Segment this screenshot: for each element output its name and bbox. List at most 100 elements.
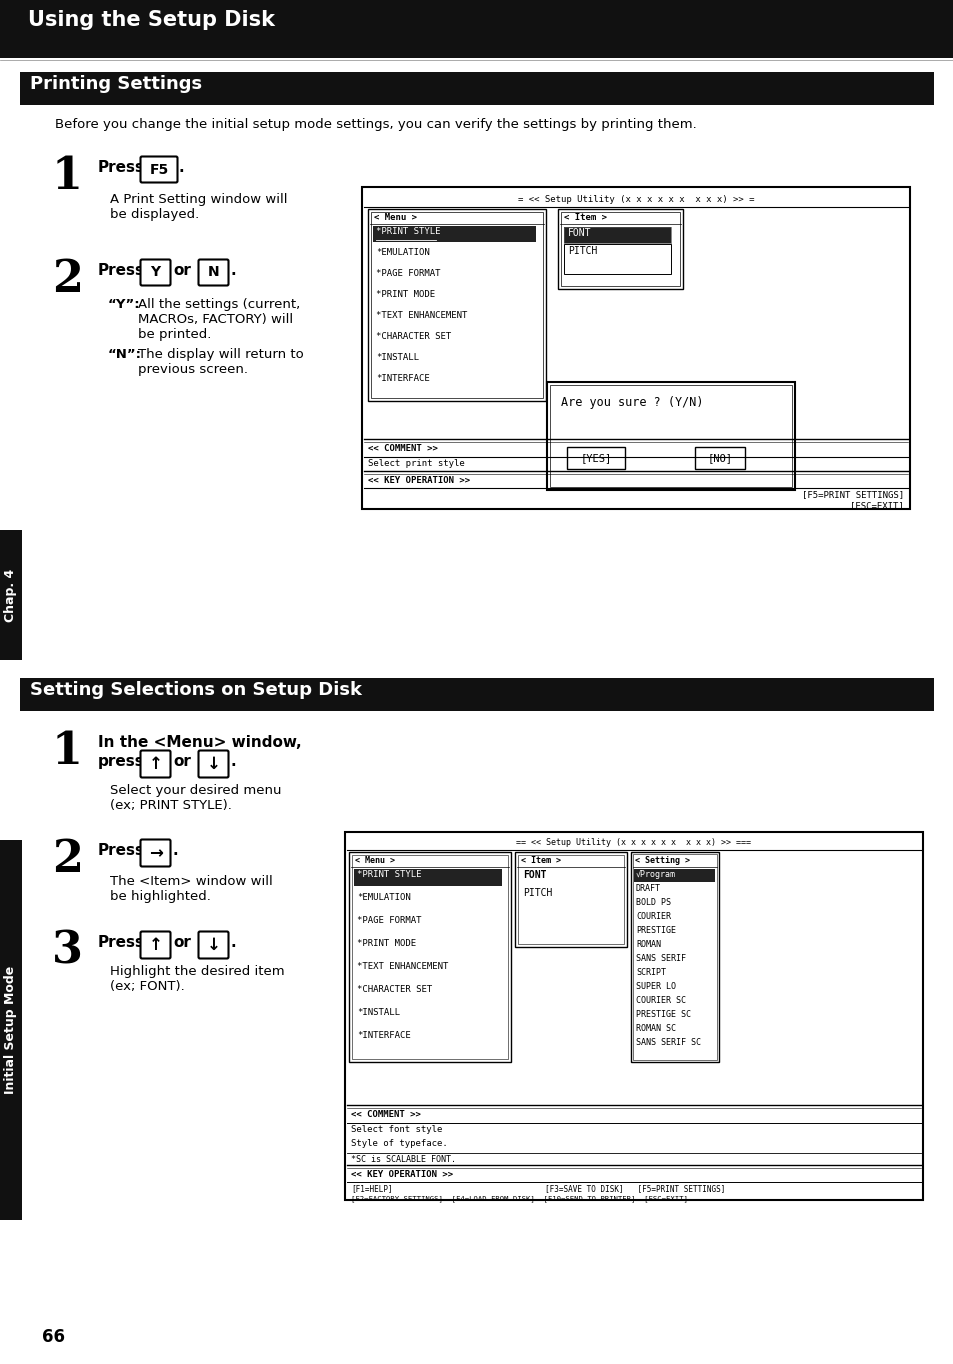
Text: *TEXT ENHANCEMENT: *TEXT ENHANCEMENT	[356, 962, 448, 971]
Text: SUPER LO: SUPER LO	[636, 982, 676, 992]
Text: be printed.: be printed.	[138, 327, 212, 341]
Text: Setting Selections on Setup Disk: Setting Selections on Setup Disk	[30, 681, 361, 698]
Text: Style of typeface.: Style of typeface.	[351, 1139, 447, 1148]
FancyBboxPatch shape	[198, 750, 229, 777]
Text: *PRINT MODE: *PRINT MODE	[356, 938, 416, 948]
Text: DRAFT: DRAFT	[636, 884, 660, 893]
Text: 2: 2	[52, 837, 83, 881]
Bar	[0, 0, 953, 59]
Text: COURIER: COURIER	[636, 913, 670, 921]
Text: << COMMENT >>: << COMMENT >>	[351, 1110, 420, 1118]
Text: .: .	[179, 160, 185, 175]
Text: In the <Menu> window,: In the <Menu> window,	[98, 735, 301, 750]
Bar	[560, 211, 679, 286]
Text: ROMAN SC: ROMAN SC	[636, 1024, 676, 1033]
Text: N: N	[208, 266, 219, 280]
Text: *PRINT MODE: *PRINT MODE	[375, 291, 435, 299]
Bar	[361, 187, 909, 509]
FancyBboxPatch shape	[140, 839, 171, 866]
Text: < Menu >: < Menu >	[355, 857, 395, 865]
Text: Y: Y	[151, 266, 160, 280]
FancyBboxPatch shape	[198, 259, 229, 285]
Text: PRESTIGE SC: PRESTIGE SC	[636, 1009, 690, 1019]
Text: < Item >: < Item >	[520, 857, 560, 865]
Text: .: .	[231, 754, 236, 769]
Bar	[566, 447, 624, 469]
Text: 3: 3	[52, 930, 83, 973]
Bar	[550, 385, 791, 487]
Text: PITCH: PITCH	[522, 888, 552, 898]
Text: < Menu >: < Menu >	[374, 213, 416, 222]
Bar	[0, 840, 22, 1219]
Text: << KEY OPERATION >>: << KEY OPERATION >>	[368, 476, 470, 486]
Text: *CHARACTER SET: *CHARACTER SET	[356, 985, 432, 994]
Text: “Y”:: “Y”:	[108, 297, 140, 311]
Text: *TEXT ENHANCEMENT: *TEXT ENHANCEMENT	[375, 311, 467, 321]
Text: All the settings (current,: All the settings (current,	[138, 297, 300, 311]
Text: .: .	[231, 934, 236, 949]
Text: *PRINT STYLE: *PRINT STYLE	[356, 870, 421, 878]
Bar	[20, 678, 933, 711]
Bar	[20, 72, 933, 105]
Bar	[630, 852, 719, 1063]
Text: The display will return to: The display will return to	[138, 348, 303, 361]
Text: 1: 1	[52, 730, 83, 773]
Text: Press: Press	[98, 263, 145, 278]
Text: √Program: √Program	[636, 870, 676, 878]
Text: *PAGE FORMAT: *PAGE FORMAT	[375, 269, 440, 278]
Text: [F5=PRINT SETTINGS]: [F5=PRINT SETTINGS]	[801, 490, 903, 499]
Text: The <Item> window will
be highlighted.: The <Item> window will be highlighted.	[110, 874, 273, 903]
Text: press: press	[98, 754, 145, 769]
Text: < Item >: < Item >	[563, 213, 606, 222]
Bar	[633, 854, 717, 1060]
Text: FONT: FONT	[522, 870, 546, 880]
Text: << COMMENT >>: << COMMENT >>	[368, 445, 437, 453]
Text: *INSTALL: *INSTALL	[356, 1008, 399, 1018]
Bar	[634, 869, 714, 883]
Text: FONT: FONT	[567, 228, 591, 237]
FancyBboxPatch shape	[140, 157, 177, 183]
Text: BOLD PS: BOLD PS	[636, 898, 670, 907]
Text: F5: F5	[150, 162, 169, 176]
Text: or: or	[172, 754, 191, 769]
Text: or: or	[172, 934, 191, 949]
Bar	[0, 531, 22, 660]
Text: 2: 2	[52, 258, 83, 301]
Text: .: .	[172, 843, 178, 858]
Text: ↓: ↓	[207, 936, 220, 953]
Text: 66: 66	[42, 1329, 65, 1346]
Text: Select print style: Select print style	[368, 460, 464, 468]
Bar	[373, 226, 536, 241]
Bar	[368, 209, 545, 401]
Text: == << Setup Utility (x x x x x x  x x x) >> ===: == << Setup Utility (x x x x x x x x x) …	[516, 837, 751, 847]
Bar	[371, 211, 542, 398]
Text: *INTERFACE: *INTERFACE	[356, 1031, 411, 1039]
Text: Printing Settings: Printing Settings	[30, 75, 202, 93]
Text: ↓: ↓	[207, 756, 220, 773]
Text: COURIER SC: COURIER SC	[636, 996, 685, 1005]
Bar	[515, 852, 626, 947]
Text: Chap. 4: Chap. 4	[5, 569, 17, 622]
Bar	[563, 244, 670, 274]
Text: *SC is SCALABLE FONT.: *SC is SCALABLE FONT.	[351, 1155, 456, 1163]
FancyBboxPatch shape	[140, 259, 171, 285]
Text: [F1=HELP]: [F1=HELP]	[351, 1184, 393, 1194]
Text: previous screen.: previous screen.	[138, 363, 248, 376]
Text: [F3=SAVE TO DISK]   [F5=PRINT SETTINGS]: [F3=SAVE TO DISK] [F5=PRINT SETTINGS]	[544, 1184, 724, 1194]
Text: *INSTALL: *INSTALL	[375, 353, 418, 361]
Bar	[345, 832, 923, 1200]
Bar	[354, 869, 501, 887]
Bar	[695, 447, 744, 469]
Text: Press: Press	[98, 843, 145, 858]
Text: →: →	[149, 844, 162, 862]
Text: [ESC=EXIT]: [ESC=EXIT]	[849, 501, 903, 510]
Text: Before you change the initial setup mode settings, you can verify the settings b: Before you change the initial setup mode…	[55, 119, 696, 131]
Text: MACROs, FACTORY) will: MACROs, FACTORY) will	[138, 312, 293, 326]
Text: [YES]: [YES]	[579, 453, 611, 462]
Text: 1: 1	[52, 155, 83, 198]
Text: Using the Setup Disk: Using the Setup Disk	[28, 10, 274, 30]
Text: Select font style: Select font style	[351, 1125, 442, 1133]
Text: ROMAN: ROMAN	[636, 940, 660, 949]
Text: [F2=FACTORY SETTINGS]  [F4=LOAD FROM DISK]  [F10=SEND TO PRINTER]  [ESC=EXIT]: [F2=FACTORY SETTINGS] [F4=LOAD FROM DISK…	[351, 1195, 687, 1202]
Text: Select your desired menu
(ex; PRINT STYLE).: Select your desired menu (ex; PRINT STYL…	[110, 784, 281, 812]
